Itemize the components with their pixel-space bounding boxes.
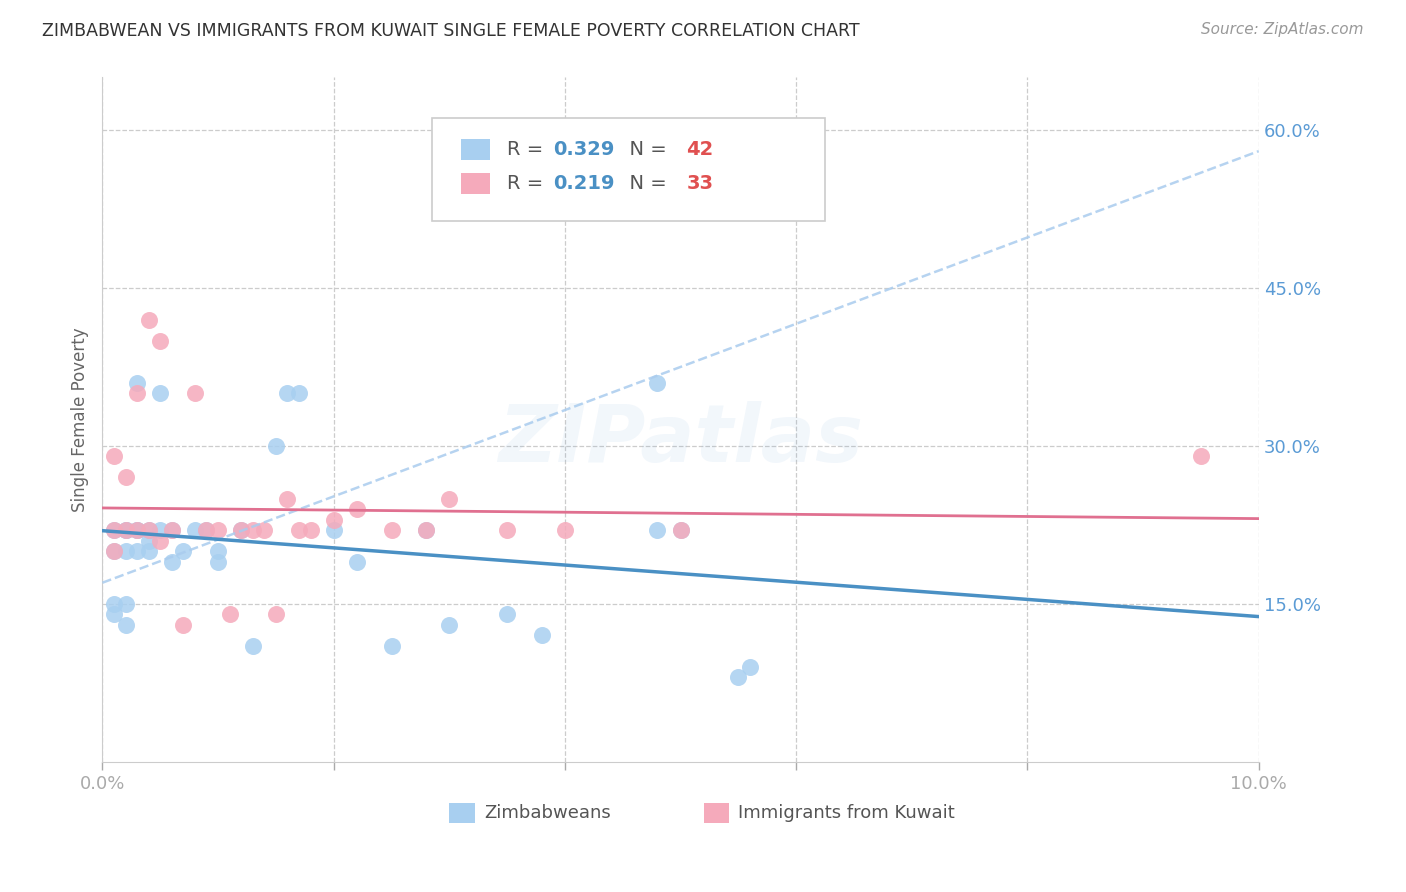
Point	[138, 544, 160, 558]
Point	[669, 523, 692, 537]
Point	[114, 597, 136, 611]
Point	[114, 544, 136, 558]
Point	[127, 386, 149, 401]
Point	[138, 533, 160, 548]
Point	[647, 523, 669, 537]
Text: R =: R =	[508, 140, 550, 159]
Point	[415, 523, 437, 537]
Point	[114, 523, 136, 537]
Point	[276, 491, 298, 506]
Point	[439, 617, 461, 632]
Point	[242, 523, 264, 537]
Text: 33: 33	[686, 174, 713, 193]
Point	[149, 533, 172, 548]
Point	[127, 523, 149, 537]
Point	[380, 523, 402, 537]
Text: Source: ZipAtlas.com: Source: ZipAtlas.com	[1201, 22, 1364, 37]
Y-axis label: Single Female Poverty: Single Female Poverty	[72, 327, 89, 512]
Point	[322, 512, 344, 526]
Point	[138, 523, 160, 537]
FancyBboxPatch shape	[450, 803, 475, 823]
Point	[253, 523, 276, 537]
Point	[346, 502, 368, 516]
Point	[264, 439, 287, 453]
Point	[288, 523, 311, 537]
Point	[184, 386, 207, 401]
Point	[1189, 450, 1212, 464]
Text: 42: 42	[686, 140, 714, 159]
Point	[138, 523, 160, 537]
Point	[103, 544, 125, 558]
Text: ZIPatlas: ZIPatlas	[498, 401, 863, 479]
Point	[530, 628, 553, 642]
Point	[415, 523, 437, 537]
Point	[103, 597, 125, 611]
Point	[738, 660, 761, 674]
Text: Immigrants from Kuwait: Immigrants from Kuwait	[738, 804, 955, 822]
Point	[264, 607, 287, 622]
Point	[496, 523, 519, 537]
Point	[138, 312, 160, 326]
Point	[103, 544, 125, 558]
Point	[127, 544, 149, 558]
Point	[439, 491, 461, 506]
Point	[380, 639, 402, 653]
FancyBboxPatch shape	[703, 803, 730, 823]
Point	[103, 523, 125, 537]
Point	[276, 386, 298, 401]
Point	[184, 523, 207, 537]
Point	[207, 523, 229, 537]
FancyBboxPatch shape	[461, 139, 489, 160]
Point	[160, 523, 183, 537]
Point	[218, 607, 240, 622]
Point	[172, 544, 194, 558]
Text: ZIMBABWEAN VS IMMIGRANTS FROM KUWAIT SINGLE FEMALE POVERTY CORRELATION CHART: ZIMBABWEAN VS IMMIGRANTS FROM KUWAIT SIN…	[42, 22, 860, 40]
Point	[207, 555, 229, 569]
Point	[127, 523, 149, 537]
Point	[103, 450, 125, 464]
Point	[554, 523, 576, 537]
Text: N =: N =	[617, 174, 673, 193]
Text: 0.329: 0.329	[554, 140, 614, 159]
Text: R =: R =	[508, 174, 550, 193]
Point	[242, 639, 264, 653]
Point	[103, 607, 125, 622]
Point	[127, 376, 149, 390]
Point	[172, 617, 194, 632]
FancyBboxPatch shape	[432, 119, 825, 221]
Point	[114, 523, 136, 537]
Point	[195, 523, 218, 537]
Text: N =: N =	[617, 140, 673, 159]
Point	[322, 523, 344, 537]
Point	[160, 555, 183, 569]
Point	[114, 617, 136, 632]
Point	[288, 386, 311, 401]
Point	[346, 555, 368, 569]
Text: Zimbabweans: Zimbabweans	[484, 804, 610, 822]
Point	[669, 523, 692, 537]
Point	[114, 523, 136, 537]
Point	[127, 523, 149, 537]
Point	[160, 523, 183, 537]
Point	[299, 523, 322, 537]
Point	[496, 607, 519, 622]
Point	[149, 334, 172, 348]
Point	[647, 376, 669, 390]
Text: 0.219: 0.219	[554, 174, 614, 193]
Point	[149, 386, 172, 401]
Point	[231, 523, 253, 537]
FancyBboxPatch shape	[461, 173, 489, 194]
Point	[149, 523, 172, 537]
Point	[114, 470, 136, 484]
Point	[195, 523, 218, 537]
Point	[103, 523, 125, 537]
Point	[231, 523, 253, 537]
Point	[207, 544, 229, 558]
Point	[727, 670, 749, 684]
